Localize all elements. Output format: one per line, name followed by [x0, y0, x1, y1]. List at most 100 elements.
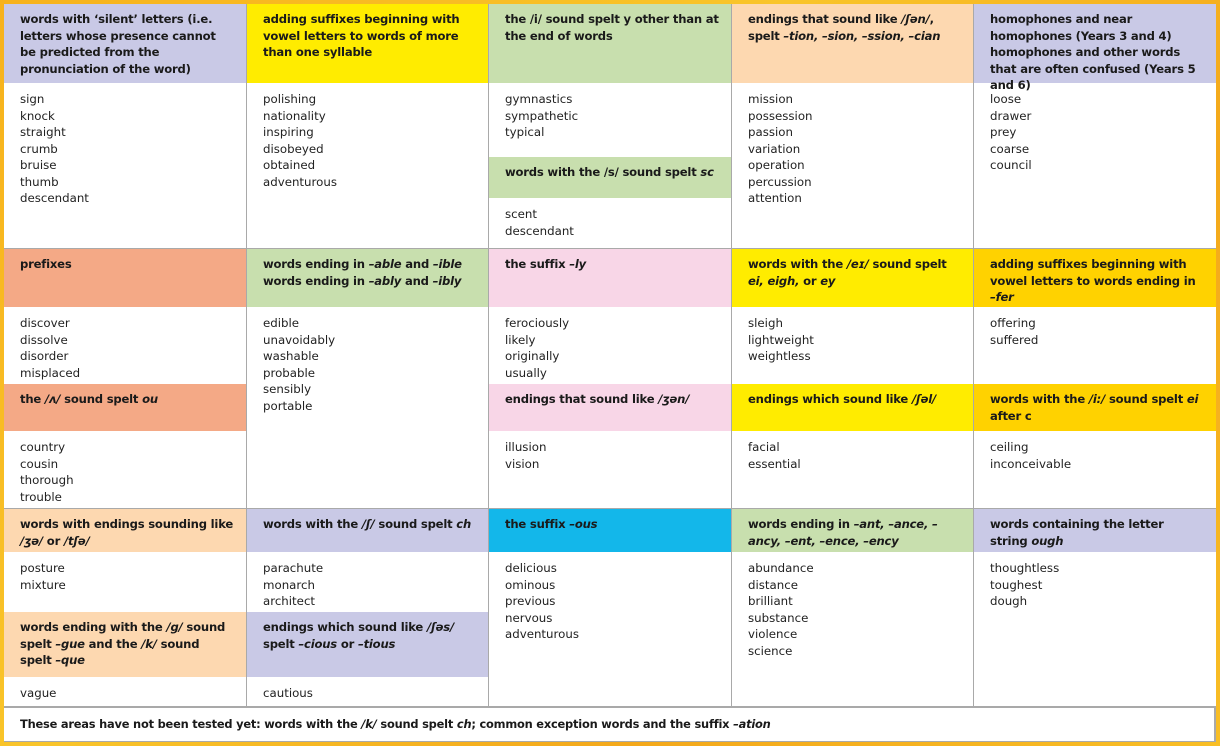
word-item: sign [20, 92, 45, 106]
category-heading: the suffix –ly [489, 249, 731, 307]
text-segment: and [401, 273, 433, 288]
word-item: dissolve [20, 332, 68, 347]
word-item: mission [748, 92, 794, 106]
category-heading: words with the /eɪ/ sound spelt ei, eigh… [732, 249, 973, 307]
table-cell: the suffix –ous delicious ominous previous n… [489, 509, 731, 706]
word-item: trouble [20, 489, 62, 504]
word-list: loose drawer prey coarse council [974, 83, 1216, 248]
word-item: nervous [505, 610, 553, 625]
word-list: offering suffered [974, 307, 1216, 384]
text-segment: ch [456, 717, 472, 731]
word-item: coarse [990, 141, 1030, 156]
word-item: usually [505, 365, 547, 380]
word-item: originally [505, 349, 560, 363]
table-cell: the /i/ sound spelt y other than at the … [489, 4, 731, 248]
text-segment: ou [142, 392, 158, 406]
text-segment: endings which sound like [263, 620, 427, 634]
word-item: unavoidably [263, 332, 336, 347]
text-segment: ei [1186, 392, 1199, 406]
text-segment: after c [990, 408, 1032, 423]
word-list: parachute monarch architect [247, 552, 488, 612]
text-segment: –que [55, 653, 85, 667]
text-segment: /ʒən/ [658, 392, 690, 406]
table-cell: homophones and near homophones (Years 3 … [974, 4, 1216, 248]
category-heading: the suffix –ous [489, 509, 731, 552]
word-item: adventurous [505, 627, 579, 641]
word-item: descendant [20, 191, 89, 205]
category-heading: words with the /ʃ/ sound spelt ch [247, 509, 488, 552]
untested-areas-note: These areas have not been tested yet: wo… [4, 708, 1214, 741]
word-item: distance [748, 577, 798, 592]
text-segment: words with the [748, 257, 847, 271]
word-item: prey [990, 125, 1017, 139]
text-segment: endings that sound like [748, 12, 902, 26]
word-list: country cousin thorough trouble [4, 431, 246, 508]
table-cell: adding suffixes beginning with vowel let… [974, 249, 1216, 508]
text-segment: –ably [368, 273, 402, 288]
text-segment: adding suffixes beginning with vowel let… [263, 12, 460, 59]
text-segment: ; common exception words and the suffix [471, 717, 734, 731]
word-item: monarch [263, 577, 315, 592]
word-list: cautious [247, 677, 488, 706]
word-item: typical [505, 125, 545, 139]
word-item: ominous [505, 577, 556, 592]
text-segment: the suffix [505, 257, 570, 271]
text-segment: sound spelt [376, 717, 457, 731]
word-item: ferociously [505, 316, 570, 330]
word-item: bruise [20, 158, 57, 172]
word-item: crumb [20, 141, 58, 156]
text-segment: sound spelt [374, 517, 457, 531]
text-segment: homophones and near homophones (Years 3 … [990, 12, 1196, 92]
text-segment: sc [700, 165, 714, 179]
word-item: violence [748, 627, 798, 641]
text-segment: spelt [263, 636, 299, 651]
word-list: ceiling inconceivable [974, 431, 1216, 508]
text-segment: /g/ [166, 620, 183, 634]
text-segment: ough [1031, 533, 1064, 548]
word-list: ferociously likely originally usually [489, 307, 731, 384]
word-list: sleigh lightweight weightless [732, 307, 973, 384]
word-list: thoughtless toughest dough [974, 552, 1216, 706]
word-item: offering [990, 316, 1036, 330]
text-segment: /ʃən/ [901, 12, 930, 26]
category-heading: the /i/ sound spelt y other than at the … [489, 4, 731, 83]
word-item: parachute [263, 561, 324, 575]
word-item: operation [748, 158, 805, 172]
word-item: sensibly [263, 382, 312, 396]
word-list: illusion vision [489, 431, 731, 508]
category-heading: endings which sound like /ʃəl/ [732, 384, 973, 431]
category-heading: words ending in –able and –ible words en… [247, 249, 488, 307]
table-cell: words with the /eɪ/ sound spelt ei, eigh… [732, 249, 973, 508]
table-cell: words containing the letter string ough t… [974, 509, 1216, 706]
word-item: obtained [263, 158, 316, 172]
category-heading: words with ‘silent’ letters (i.e. letter… [4, 4, 246, 83]
table-cell: words ending in –able and –ible words en… [247, 249, 488, 508]
word-item: architect [263, 594, 316, 608]
table-cell: words with the /ʃ/ sound spelt ch parachu… [247, 509, 488, 706]
table-cell: the suffix –ly ferociously likely originall… [489, 249, 731, 508]
word-item: edible [263, 316, 300, 330]
word-item: weightless [748, 349, 811, 363]
text-segment: –fer [990, 290, 1014, 304]
word-item: ceiling [990, 440, 1029, 454]
word-item: substance [748, 610, 809, 625]
word-item: loose [990, 92, 1022, 106]
text-segment: /k/ [361, 717, 377, 731]
word-item: abundance [748, 561, 814, 575]
text-segment: –tion, –sion, –ssion, –cian [783, 28, 941, 43]
word-item: delicious [505, 561, 557, 575]
text-segment: the [20, 392, 45, 406]
word-item: thoughtless [990, 561, 1060, 575]
text-segment: and the [84, 636, 142, 651]
category-heading: words with endings sounding like /ʒə/ or… [4, 509, 246, 552]
word-item: country [20, 440, 66, 454]
word-item: likely [505, 332, 536, 347]
word-list: facial essential [732, 431, 973, 508]
text-segment: /ʃəl/ [911, 392, 937, 406]
word-item: dough [990, 594, 1028, 608]
word-list: scent descendant [489, 198, 731, 248]
word-item: percussion [748, 174, 812, 189]
text-segment: words with ‘silent’ letters (i.e. letter… [20, 12, 216, 76]
text-segment: /eɪ/ [846, 257, 869, 271]
text-segment: words ending in [748, 517, 854, 531]
